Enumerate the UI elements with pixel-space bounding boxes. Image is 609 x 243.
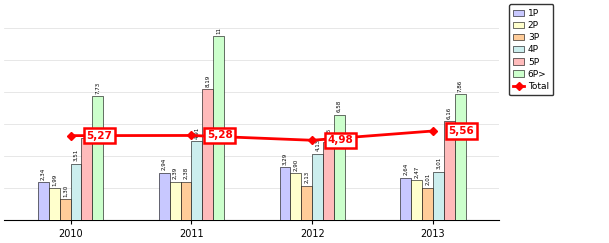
Bar	[433, 172, 444, 220]
Bar	[455, 94, 465, 220]
Text: 4,98: 4,98	[328, 135, 354, 145]
Text: 4,91: 4,91	[194, 127, 199, 139]
Bar	[444, 122, 455, 220]
Text: 4,13: 4,13	[315, 139, 320, 151]
Text: 2,13: 2,13	[304, 171, 309, 183]
Bar	[411, 180, 422, 220]
Text: 2,34: 2,34	[41, 168, 46, 180]
Bar	[159, 173, 170, 220]
Bar	[49, 188, 60, 220]
Bar	[312, 154, 323, 220]
Bar	[280, 167, 290, 220]
Text: 2,64: 2,64	[403, 163, 408, 175]
Bar	[180, 182, 191, 220]
Text: 3,29: 3,29	[283, 153, 287, 165]
Text: 2,90: 2,90	[294, 159, 298, 171]
Bar	[170, 182, 180, 220]
Bar	[60, 199, 71, 220]
Bar	[323, 142, 334, 220]
Text: 1,99: 1,99	[52, 173, 57, 186]
Text: 2,01: 2,01	[425, 173, 430, 185]
Text: 5,1: 5,1	[85, 127, 90, 136]
Bar	[290, 174, 301, 220]
Text: 6,58: 6,58	[337, 100, 342, 112]
Bar	[400, 178, 411, 220]
Text: 2,38: 2,38	[183, 167, 188, 179]
Text: 4,85: 4,85	[326, 128, 331, 140]
Text: 2,39: 2,39	[172, 167, 178, 179]
Bar	[202, 89, 213, 220]
Text: 2,47: 2,47	[414, 166, 419, 178]
Bar	[213, 36, 224, 220]
Text: 7,73: 7,73	[95, 82, 100, 94]
Text: 6,16: 6,16	[447, 107, 452, 119]
Bar	[71, 164, 82, 220]
Legend: 1P, 2P, 3P, 4P, 5P, 6P>, Total: 1P, 2P, 3P, 4P, 5P, 6P>, Total	[509, 4, 554, 95]
Bar	[191, 141, 202, 220]
Text: 2,94: 2,94	[162, 158, 167, 170]
Text: 1,30: 1,30	[63, 184, 68, 197]
Text: 7,86: 7,86	[457, 80, 463, 92]
Text: 3,01: 3,01	[436, 157, 441, 169]
Bar	[82, 138, 93, 220]
Text: 8,19: 8,19	[205, 74, 210, 87]
Bar	[301, 186, 312, 220]
Text: 3,51: 3,51	[74, 149, 79, 161]
Text: 11: 11	[216, 27, 221, 34]
Bar	[422, 188, 433, 220]
Text: 5,28: 5,28	[207, 130, 233, 140]
Bar	[334, 115, 345, 220]
Bar	[93, 96, 103, 220]
Text: 5,56: 5,56	[449, 126, 474, 136]
Bar	[38, 182, 49, 220]
Text: 5,27: 5,27	[86, 131, 112, 141]
